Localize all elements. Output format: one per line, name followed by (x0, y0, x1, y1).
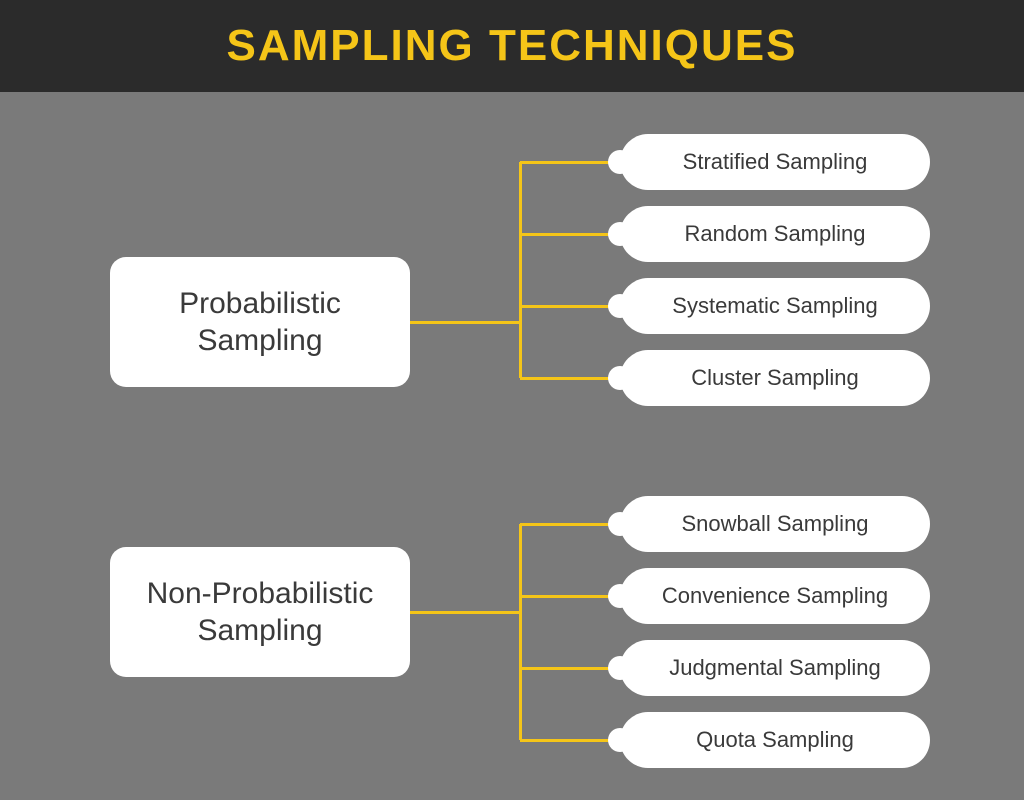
parent-node-label: Non-Probabilistic Sampling (147, 575, 374, 650)
parent-node: Probabilistic Sampling (110, 257, 410, 387)
connector-line (520, 523, 612, 526)
child-node-dot (608, 294, 632, 318)
connector-line (520, 667, 612, 670)
child-node-label: Judgmental Sampling (669, 655, 881, 681)
child-node-dot (608, 728, 632, 752)
child-node-dot (608, 150, 632, 174)
header-bar: SAMPLING TECHNIQUES (0, 0, 1024, 92)
child-node-label: Cluster Sampling (691, 365, 859, 391)
child-node-label: Random Sampling (685, 221, 866, 247)
page-title: SAMPLING TECHNIQUES (227, 21, 798, 71)
child-node-dot (608, 584, 632, 608)
child-node: Random Sampling (620, 206, 930, 262)
child-node-dot (608, 512, 632, 536)
child-node: Quota Sampling (620, 712, 930, 768)
child-node-label: Quota Sampling (696, 727, 854, 753)
connector-line (520, 377, 612, 380)
connector-line (519, 162, 522, 378)
connector-line (520, 233, 612, 236)
connector-line (520, 161, 612, 164)
diagram-canvas: Probabilistic Sampling Stratified Samplin… (0, 92, 1024, 800)
connector-line (410, 611, 520, 614)
child-node-label: Snowball Sampling (681, 511, 868, 537)
connector-line (520, 739, 612, 742)
child-node: Systematic Sampling (620, 278, 930, 334)
child-node: Judgmental Sampling (620, 640, 930, 696)
connector-line (520, 595, 612, 598)
child-node-label: Convenience Sampling (662, 583, 888, 609)
connector-line (519, 524, 522, 740)
child-node-label: Systematic Sampling (672, 293, 877, 319)
connector-line (520, 305, 612, 308)
child-node: Cluster Sampling (620, 350, 930, 406)
parent-node: Non-Probabilistic Sampling (110, 547, 410, 677)
parent-node-label: Probabilistic Sampling (179, 285, 341, 360)
connector-line (410, 321, 520, 324)
child-node-dot (608, 656, 632, 680)
child-node-label: Stratified Sampling (683, 149, 868, 175)
child-node-dot (608, 222, 632, 246)
child-node: Convenience Sampling (620, 568, 930, 624)
child-node: Stratified Sampling (620, 134, 930, 190)
child-node-dot (608, 366, 632, 390)
child-node: Snowball Sampling (620, 496, 930, 552)
